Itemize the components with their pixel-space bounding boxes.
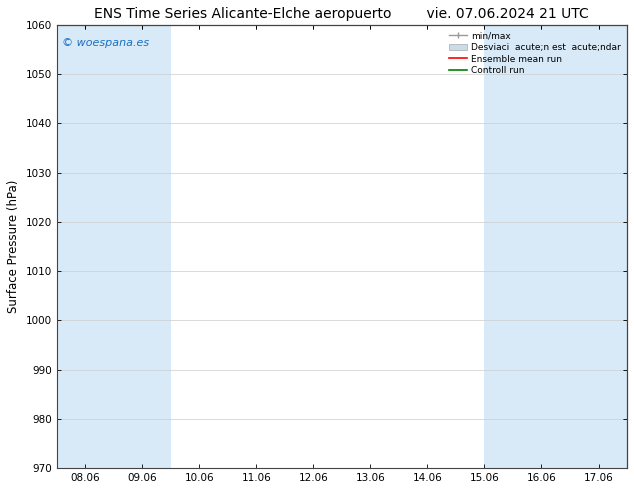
Legend: min/max, Desviaci  acute;n est  acute;ndar, Ensemble mean run, Controll run: min/max, Desviaci acute;n est acute;ndar…: [448, 29, 623, 77]
Y-axis label: Surface Pressure (hPa): Surface Pressure (hPa): [7, 180, 20, 313]
Bar: [513, 25, 570, 468]
Bar: [113, 25, 171, 468]
Bar: [570, 25, 627, 468]
Title: ENS Time Series Alicante-Elche aeropuerto        vie. 07.06.2024 21 UTC: ENS Time Series Alicante-Elche aeropuert…: [94, 7, 589, 21]
Bar: [56, 25, 113, 468]
Bar: [484, 25, 513, 468]
Text: © woespana.es: © woespana.es: [62, 38, 150, 48]
